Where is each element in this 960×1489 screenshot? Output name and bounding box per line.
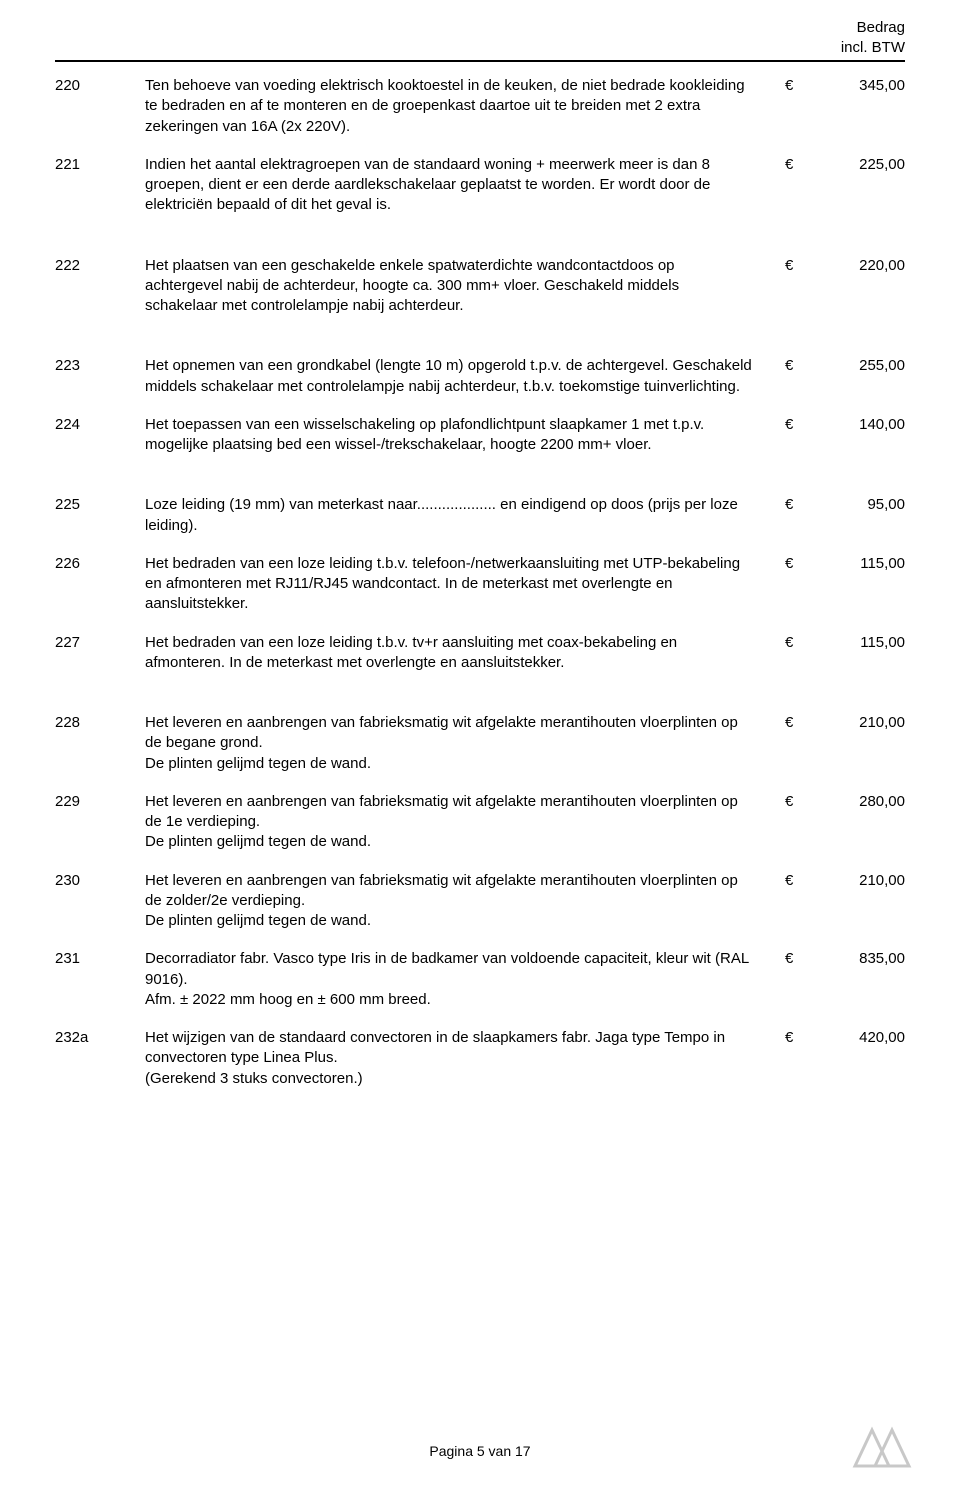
item-number: 226 [55, 554, 145, 574]
line-item: 230Het leveren en aanbrengen van fabriek… [55, 871, 905, 932]
item-price: 420,00 [815, 1028, 905, 1048]
item-number: 228 [55, 713, 145, 733]
currency-symbol: € [785, 792, 815, 812]
line-item: 229Het leveren en aanbrengen van fabriek… [55, 792, 905, 853]
item-group: 220Ten behoeve van voeding elektrisch ko… [55, 76, 905, 216]
header-line2: incl. BTW [841, 39, 905, 56]
line-item: 231Decorradiator fabr. Vasco type Iris i… [55, 949, 905, 1010]
item-description: Het bedraden van een loze leiding t.b.v.… [145, 554, 785, 615]
line-item: 222Het plaatsen van een geschakelde enke… [55, 256, 905, 317]
item-price: 345,00 [815, 76, 905, 96]
item-price: 220,00 [815, 256, 905, 276]
currency-symbol: € [785, 871, 815, 891]
items-container: 220Ten behoeve van voeding elektrisch ko… [55, 76, 905, 1089]
item-description: Indien het aantal elektragroepen van de … [145, 155, 785, 216]
item-price: 95,00 [815, 495, 905, 515]
item-description: Loze leiding (19 mm) van meterkast naar.… [145, 495, 785, 536]
line-item: 223Het opnemen van een grondkabel (lengt… [55, 356, 905, 397]
item-price: 835,00 [815, 949, 905, 969]
item-price: 115,00 [815, 554, 905, 574]
item-number: 229 [55, 792, 145, 812]
item-group: 222Het plaatsen van een geschakelde enke… [55, 256, 905, 317]
currency-symbol: € [785, 495, 815, 515]
header-line1: Bedrag [857, 19, 905, 36]
currency-symbol: € [785, 76, 815, 96]
item-number: 232a [55, 1028, 145, 1048]
currency-symbol: € [785, 415, 815, 435]
line-item: 226Het bedraden van een loze leiding t.b… [55, 554, 905, 615]
item-description: Het leveren en aanbrengen van fabrieksma… [145, 871, 785, 932]
item-group: 223Het opnemen van een grondkabel (lengt… [55, 356, 905, 455]
item-description: Het plaatsen van een geschakelde enkele … [145, 256, 785, 317]
currency-symbol: € [785, 155, 815, 175]
line-item: 220Ten behoeve van voeding elektrisch ko… [55, 76, 905, 137]
header-rule [55, 60, 905, 62]
item-description: Ten behoeve van voeding elektrisch kookt… [145, 76, 785, 137]
item-number: 222 [55, 256, 145, 276]
item-description: Het leveren en aanbrengen van fabrieksma… [145, 792, 785, 853]
currency-symbol: € [785, 1028, 815, 1048]
item-description: Het opnemen van een grondkabel (lengte 1… [145, 356, 785, 397]
item-group: 228Het leveren en aanbrengen van fabriek… [55, 713, 905, 1089]
logo-icon [852, 1424, 912, 1469]
header: Bedrag incl. BTW [55, 18, 905, 57]
item-description: Het bedraden van een loze leiding t.b.v.… [145, 633, 785, 674]
item-number: 230 [55, 871, 145, 891]
currency-symbol: € [785, 256, 815, 276]
line-item: 225Loze leiding (19 mm) van meterkast na… [55, 495, 905, 536]
item-price: 225,00 [815, 155, 905, 175]
line-item: 221Indien het aantal elektragroepen van … [55, 155, 905, 216]
header-label: Bedrag incl. BTW [785, 18, 905, 57]
page-footer: Pagina 5 van 17 [0, 1443, 960, 1459]
item-number: 223 [55, 356, 145, 376]
currency-symbol: € [785, 356, 815, 376]
item-price: 255,00 [815, 356, 905, 376]
page: Bedrag incl. BTW 220Ten behoeve van voed… [0, 0, 960, 1489]
line-item: 224Het toepassen van een wisselschakelin… [55, 415, 905, 456]
line-item: 227Het bedraden van een loze leiding t.b… [55, 633, 905, 674]
currency-symbol: € [785, 713, 815, 733]
item-number: 225 [55, 495, 145, 515]
item-price: 210,00 [815, 713, 905, 733]
item-number: 227 [55, 633, 145, 653]
item-description: Decorradiator fabr. Vasco type Iris in d… [145, 949, 785, 1010]
currency-symbol: € [785, 633, 815, 653]
item-description: Het leveren en aanbrengen van fabrieksma… [145, 713, 785, 774]
currency-symbol: € [785, 554, 815, 574]
item-number: 224 [55, 415, 145, 435]
line-item: 232aHet wijzigen van de standaard convec… [55, 1028, 905, 1089]
currency-symbol: € [785, 949, 815, 969]
item-description: Het toepassen van een wisselschakeling o… [145, 415, 785, 456]
line-item: 228Het leveren en aanbrengen van fabriek… [55, 713, 905, 774]
item-number: 220 [55, 76, 145, 96]
item-group: 225Loze leiding (19 mm) van meterkast na… [55, 495, 905, 673]
item-price: 115,00 [815, 633, 905, 653]
item-price: 280,00 [815, 792, 905, 812]
item-number: 221 [55, 155, 145, 175]
item-price: 140,00 [815, 415, 905, 435]
item-number: 231 [55, 949, 145, 969]
item-price: 210,00 [815, 871, 905, 891]
item-description: Het wijzigen van de standaard convectore… [145, 1028, 785, 1089]
